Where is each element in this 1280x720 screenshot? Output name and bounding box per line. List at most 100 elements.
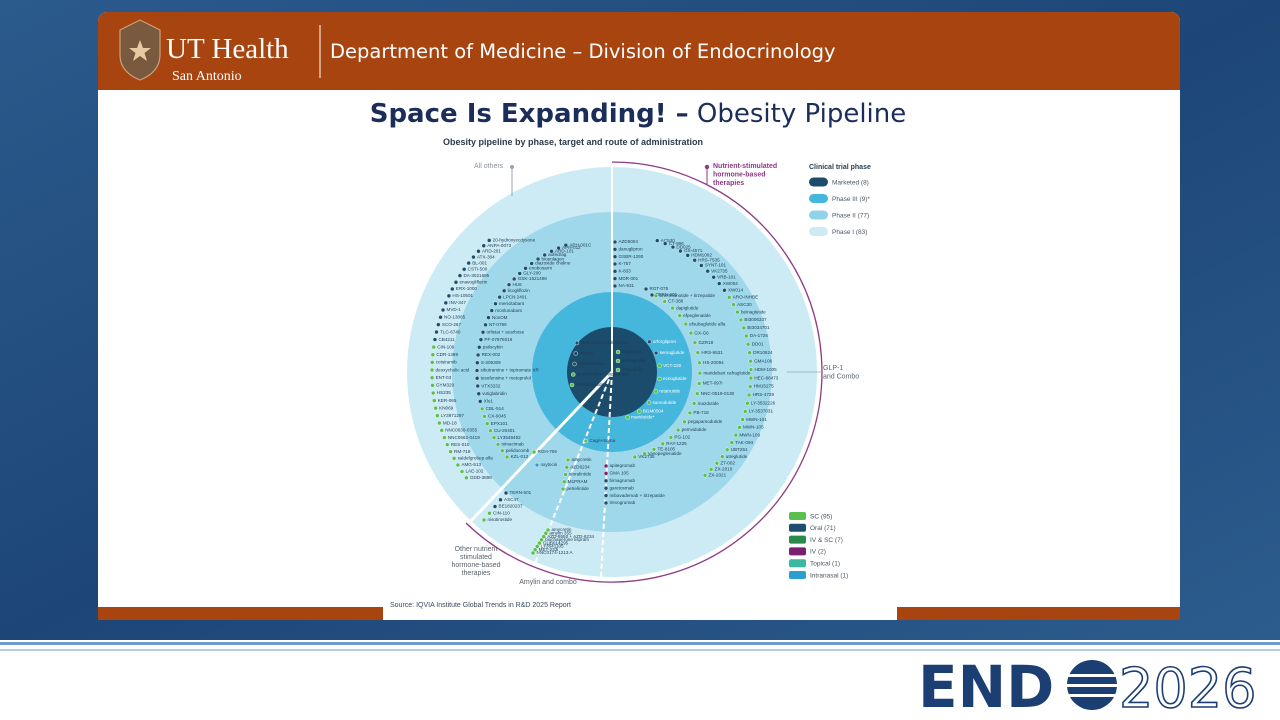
legend-label: Phase I (83): [832, 229, 867, 236]
drug-dot: [556, 245, 561, 251]
drug-dot: [615, 349, 621, 355]
drug-name: trevogrumab: [610, 500, 636, 505]
drug-dot: [687, 410, 693, 416]
drug-dot: [477, 345, 482, 350]
drug-dot: [748, 358, 753, 364]
drug-dot: [632, 454, 637, 460]
drug-name: licogliflozin: [508, 288, 531, 293]
drug-dot: [572, 361, 577, 367]
legend-swatch: [789, 512, 806, 520]
drug-name: HRS-9531: [701, 350, 723, 355]
drug-dot: [483, 322, 488, 328]
drug-dot: [506, 282, 512, 287]
drug-dot: [531, 449, 537, 455]
drug-dot: [503, 490, 509, 496]
drug-name: semaglutide: [622, 358, 647, 363]
drug-name: orlistat + acarbose: [487, 329, 525, 334]
drug-name: HRS-4729: [753, 392, 775, 397]
drug-name: GLY-200: [523, 271, 541, 276]
drug-name: bupropion + naltrexone: [581, 340, 629, 345]
drug-dot: [643, 286, 649, 292]
footer-band: [0, 640, 1280, 720]
drug-name: NNC-0519-0130: [701, 391, 735, 396]
drug-name: TERN-601: [656, 292, 678, 297]
drug-name: MVD-1: [447, 307, 462, 312]
drug-dot: [748, 367, 754, 372]
drug-dot: [647, 339, 652, 344]
drug-dot: [697, 381, 702, 386]
drug-name: SYNT-101: [705, 263, 727, 268]
drug-name: GSK-1521498: [518, 276, 548, 281]
endo-globe: [1067, 660, 1117, 710]
drug-name: CIN-110: [493, 510, 510, 515]
drug-dot: [475, 360, 480, 365]
drug-dot: [475, 352, 481, 358]
drug-dot: [720, 454, 725, 459]
drug-dot: [438, 315, 443, 320]
drug-dot: [431, 344, 436, 350]
drug-name: LY-3537031: [749, 409, 774, 414]
segment-label: GLP-1 and Combo: [823, 365, 859, 381]
label-line: hormone-based: [451, 562, 500, 569]
label-line: stimulated: [460, 554, 492, 561]
drug-dot: [612, 261, 618, 267]
drug-dot: [569, 382, 575, 388]
legend-title: Clinical trial phase: [809, 164, 871, 171]
drug-dot: [683, 321, 689, 327]
drug-dot: [675, 427, 681, 433]
drug-dot: [642, 451, 647, 456]
drug-dot: [662, 241, 668, 246]
drug-dot: [481, 243, 486, 248]
drug-name: aofedrag: [548, 252, 567, 257]
drug-name: oxytocin: [541, 462, 558, 467]
footer-line: [0, 649, 1280, 651]
drug-name: AZD5004: [619, 239, 639, 244]
drug-name: MET-233i: [539, 547, 559, 552]
drug-dot: [487, 238, 492, 243]
drug-dot: [612, 276, 618, 281]
drug-dot: [430, 360, 435, 365]
drug-name: AZD-9550 + AZD-6234: [547, 534, 594, 539]
drug-dot: [685, 253, 690, 258]
drug-name: mibavademab + tirzepatide: [610, 493, 666, 498]
drug-name: NA-931: [619, 283, 635, 288]
drug-name: TLC-6740: [440, 329, 461, 334]
drug-dot: [478, 399, 483, 404]
drug-name: bremelanotide + tirzepatide: [660, 293, 716, 298]
drug-name: REX-002: [482, 352, 501, 357]
legend-label: IV & SC (7): [810, 537, 843, 544]
chart-title: Obesity pipeline by phase, target and ro…: [443, 137, 703, 147]
drug-dot: [670, 305, 675, 311]
drug-name: GMA106: [754, 358, 773, 363]
drug-name: bioenlagon: [542, 256, 565, 261]
drug-dot: [492, 504, 498, 509]
drug-name: MWN-109: [739, 432, 760, 437]
drug-name: enobosarm: [529, 266, 552, 271]
drug-name: HS-20094: [703, 360, 724, 365]
drug-dot: [612, 247, 618, 252]
drug-dot: [511, 276, 517, 282]
drug-dot: [737, 425, 742, 430]
drug-name: ATX-304: [477, 254, 495, 259]
drug-dot: [542, 252, 547, 258]
legend-label: SC (95): [810, 513, 832, 520]
title-bold: Space Is Expanding! –: [370, 99, 689, 129]
drug-name: RAY-1225: [666, 441, 687, 446]
drug-dot: [745, 401, 750, 406]
drug-dot: [746, 342, 751, 347]
drug-name: TE-8105: [657, 447, 675, 452]
drug-dot: [459, 469, 465, 474]
drug-name: amycretin: [552, 527, 572, 532]
drug-name: HM15275: [754, 384, 774, 389]
drug-name: NNC0638-0355: [445, 428, 477, 433]
legends: Marketed (8) Phase III (9)* Phase II (77) P…: [789, 177, 870, 579]
drug-name: MWN-101: [746, 417, 767, 422]
drug-name: NO-13065: [444, 314, 466, 319]
drug-name: APH-012: [562, 245, 581, 250]
drug-dot: [711, 275, 716, 280]
drug-name: LY3971297: [441, 413, 465, 418]
drug-dot: [692, 340, 698, 345]
drug-name: PF-07976016: [484, 337, 512, 342]
drug-name: CB4211: [438, 337, 455, 342]
